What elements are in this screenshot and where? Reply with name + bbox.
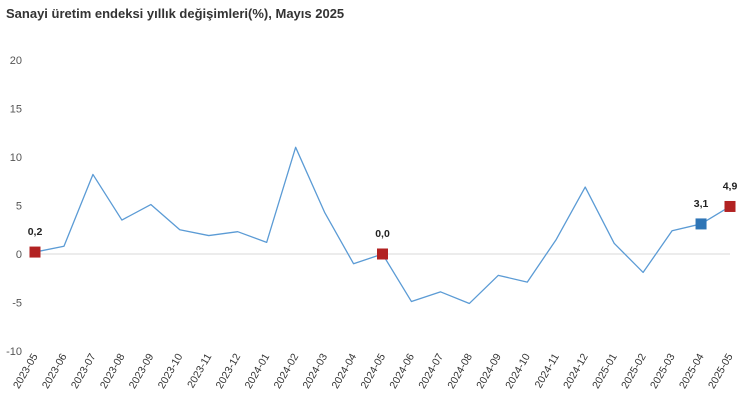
x-tick-label: 2024-07 [416,351,446,391]
x-tick-label: 2024-02 [272,351,302,391]
data-label: 0,2 [28,226,43,238]
highlight-markers: 0,2 0,0 3,1 4,9 [28,180,738,260]
x-tick-label: 2023-10 [156,351,186,391]
data-label: 4,9 [723,180,738,192]
x-tick-label: 2024-11 [533,351,562,390]
series-layer [34,146,731,305]
x-tick-label: 2023-06 [40,351,70,391]
x-tick-label: 2024-01 [243,351,273,391]
x-tick-label: 2024-09 [474,351,504,391]
highlight-marker [695,218,707,230]
x-tick-label: 2024-12 [561,351,591,391]
x-tick-label: 2023-09 [127,351,157,391]
y-tick-label: 0 [16,249,22,261]
highlight-marker [724,200,736,212]
x-tick-label: 2025-02 [619,351,649,391]
chart-title: Sanayi üretim endeksi yıllık değişimleri… [6,6,345,21]
data-label: 0,0 [375,228,390,240]
y-tick-label: 10 [10,152,22,164]
x-tick-label: 2024-03 [301,351,331,391]
y-tick-label: 5 [16,201,22,213]
highlight-marker [377,248,388,260]
x-tick-label: 2023-08 [98,351,128,391]
y-tick-label: -5 [12,298,22,310]
x-tick-label: 2025-05 [706,351,736,391]
x-tick-label: 2023-11 [185,351,214,390]
x-tick-label: 2025-03 [648,351,678,391]
x-tick-label: 2024-06 [387,351,417,391]
x-tick-label: 2023-12 [214,351,244,391]
y-tick-label: -10 [6,346,22,358]
y-tick-label: 20 [10,55,22,67]
x-tick-label: 2024-08 [445,351,475,391]
highlight-marker [29,246,41,258]
y-axis-ticks: -10 -5 0 5 10 15 20 [6,55,22,358]
data-label: 3,1 [694,198,709,210]
x-tick-label: 2024-10 [503,351,533,391]
x-tick-label: 2025-01 [590,351,620,391]
x-tick-label: 2025-04 [677,351,707,391]
x-tick-label: 2024-04 [329,351,359,391]
x-axis-ticks: 2023-05 2023-06 2023-07 2023-08 2023-09 2023-… [11,351,736,391]
x-tick-label: 2023-07 [69,351,99,391]
y-tick-label: 15 [10,104,22,116]
series-line-0 [34,146,731,305]
x-tick-label: 2024-05 [358,351,388,391]
